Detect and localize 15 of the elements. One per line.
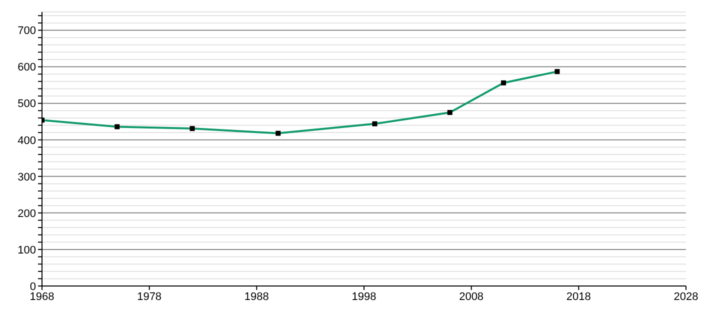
- x-tick-label: 2028: [674, 290, 698, 303]
- x-tick-label: 1978: [137, 290, 162, 303]
- y-tick-label: 600: [18, 62, 36, 74]
- y-tick-label: 100: [18, 244, 36, 256]
- y-tick-label: 0: [30, 280, 36, 293]
- x-tick-label: 1988: [244, 290, 269, 303]
- y-tick-label: 700: [18, 25, 36, 38]
- x-tick-label: 2008: [459, 290, 484, 303]
- x-tick-label: 1968: [30, 290, 54, 303]
- x-tick-label: 2018: [566, 290, 591, 303]
- y-tick-label: 400: [18, 134, 36, 147]
- y-tick-label: 500: [18, 98, 36, 110]
- x-tick-label: 1998: [352, 290, 376, 303]
- y-tick-label: 300: [18, 171, 36, 184]
- y-tick-label: 200: [18, 208, 36, 220]
